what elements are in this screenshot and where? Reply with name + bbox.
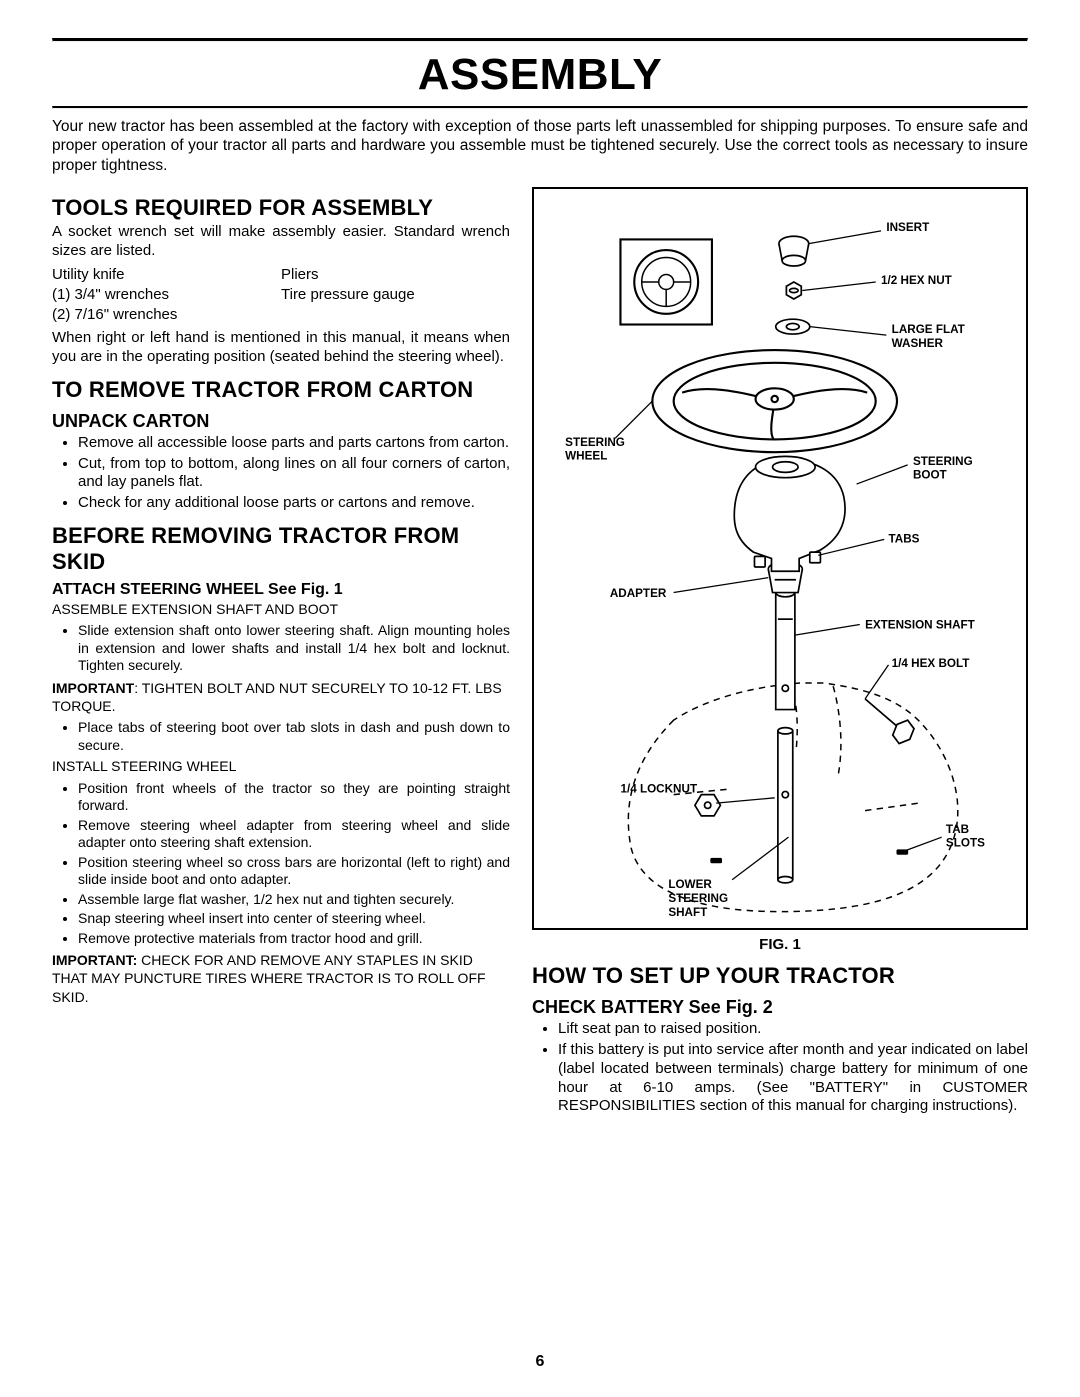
title-underline: [52, 106, 1028, 109]
ext-list-2: Place tabs of steering boot over tab slo…: [52, 719, 510, 754]
page: ASSEMBLY Your new tractor has been assem…: [0, 0, 1080, 1397]
page-number: 6: [0, 1353, 1080, 1371]
tool-cell: (1) 3/4" wrenches: [52, 285, 281, 305]
label-adapter: ADAPTER: [610, 587, 667, 600]
attach-heading: ATTACH STEERING WHEEL See Fig. 1: [52, 581, 510, 599]
label-washer-2: WASHER: [892, 337, 944, 350]
important-2: IMPORTANT: CHECK FOR AND REMOVE ANY STAP…: [52, 951, 510, 1006]
tools-heading: TOOLS REQUIRED FOR ASSEMBLY: [52, 195, 510, 221]
skid-heading: BEFORE REMOVING TRACTOR FROM SKID: [52, 523, 510, 575]
unpack-heading: UNPACK CARTON: [52, 411, 510, 432]
label-locknut: 1/4 LOCKNUT: [620, 783, 697, 796]
left-column: TOOLS REQUIRED FOR ASSEMBLY A socket wre…: [52, 185, 510, 1120]
list-item: Check for any additional loose parts or …: [78, 494, 510, 513]
top-rule: [52, 38, 1028, 42]
label-tabs: TABS: [888, 533, 919, 546]
important-label: IMPORTANT: [52, 680, 134, 696]
install-list: Position front wheels of the tractor so …: [52, 780, 510, 948]
label-hexbolt: 1/4 HEX BOLT: [892, 657, 971, 670]
label-boot-2: BOOT: [913, 469, 948, 482]
list-item: Remove all accessible loose parts and pa…: [78, 434, 510, 453]
label-steerw-1: STEERING: [565, 436, 625, 449]
install-heading: INSTALL STEERING WHEEL: [52, 758, 510, 776]
label-slots-2: SLOTS: [946, 837, 985, 850]
ext-heading: ASSEMBLE EXTENSION SHAFT AND BOOT: [52, 601, 510, 619]
label-steerw-2: WHEEL: [565, 450, 607, 463]
tool-cell: [281, 305, 510, 325]
ext-list-1: Slide extension shaft onto lower steerin…: [52, 622, 510, 675]
tool-cell: (2) 7/16" wrenches: [52, 305, 281, 325]
list-item: If this battery is put into service afte…: [558, 1041, 1028, 1116]
tool-cell: Utility knife: [52, 265, 281, 285]
list-item: Position front wheels of the tractor so …: [78, 780, 510, 815]
list-item: Cut, from top to bottom, along lines on …: [78, 455, 510, 493]
figure-caption: FIG. 1: [532, 936, 1028, 953]
label-slots-1: TAB: [946, 823, 969, 836]
battery-heading: CHECK BATTERY See Fig. 2: [532, 997, 1028, 1018]
setup-heading: HOW TO SET UP YOUR TRACTOR: [532, 963, 1028, 989]
right-column: INSERT 1/2 HEX NUT LARGE FLAT WASHER STE…: [532, 185, 1028, 1120]
important-1: IMPORTANT: TIGHTEN BOLT AND NUT SECURELY…: [52, 679, 510, 715]
page-title: ASSEMBLY: [52, 50, 1028, 100]
tool-cell: Tire pressure gauge: [281, 285, 510, 305]
label-insert: INSERT: [886, 221, 930, 234]
battery-list: Lift seat pan to raised position. If thi…: [532, 1020, 1028, 1116]
tools-intro: A socket wrench set will make assembly e…: [52, 223, 510, 261]
important-label: IMPORTANT:: [52, 952, 137, 968]
remove-heading: TO REMOVE TRACTOR FROM CARTON: [52, 377, 510, 403]
list-item: Slide extension shaft onto lower steerin…: [78, 622, 510, 675]
list-item: Snap steering wheel insert into center o…: [78, 910, 510, 928]
list-item: Position steering wheel so cross bars ar…: [78, 854, 510, 889]
unpack-list: Remove all accessible loose parts and pa…: [52, 434, 510, 513]
list-item: Lift seat pan to raised position.: [558, 1020, 1028, 1039]
label-lower-1: LOWER: [668, 878, 712, 891]
list-item: Assemble large flat washer, 1/2 hex nut …: [78, 891, 510, 909]
list-item: Remove protective materials from tractor…: [78, 930, 510, 948]
label-washer-1: LARGE FLAT: [892, 323, 966, 336]
columns: TOOLS REQUIRED FOR ASSEMBLY A socket wre…: [52, 185, 1028, 1120]
list-item: Place tabs of steering boot over tab slo…: [78, 719, 510, 754]
label-lower-2: STEERING: [668, 892, 728, 905]
intro-text: Your new tractor has been assembled at t…: [52, 117, 1028, 175]
label-lower-3: SHAFT: [668, 906, 708, 919]
label-extshaft: EXTENSION SHAFT: [865, 619, 976, 632]
label-boot-1: STEERING: [913, 455, 973, 468]
figure-1-svg: INSERT 1/2 HEX NUT LARGE FLAT WASHER STE…: [546, 199, 1014, 922]
tool-cell: Pliers: [281, 265, 510, 285]
hand-note: When right or left hand is mentioned in …: [52, 329, 510, 367]
label-hexnut: 1/2 HEX NUT: [881, 274, 953, 287]
tools-grid: Utility knife Pliers (1) 3/4" wrenches T…: [52, 265, 510, 326]
list-item: Remove steering wheel adapter from steer…: [78, 817, 510, 852]
figure-box: INSERT 1/2 HEX NUT LARGE FLAT WASHER STE…: [532, 187, 1028, 930]
